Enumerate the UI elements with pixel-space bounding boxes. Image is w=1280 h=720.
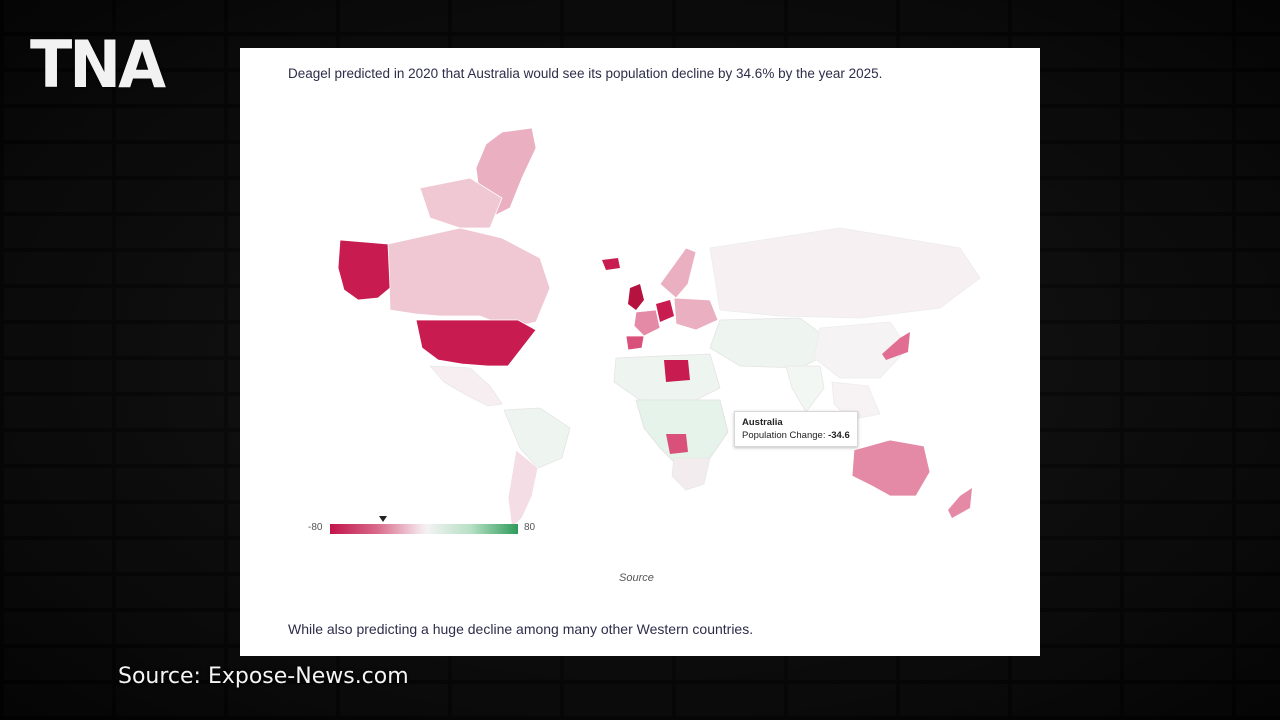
country-argentina[interactable] (507, 449, 539, 529)
legend-value-marker (379, 516, 388, 522)
article-card: Deagel predicted in 2020 that Australia … (240, 48, 1040, 656)
world-choropleth-map (337, 127, 981, 529)
country-se-asia[interactable] (831, 381, 881, 421)
country-france[interactable] (633, 309, 661, 337)
country-southern-africa[interactable] (671, 457, 711, 491)
country-japan[interactable] (882, 332, 910, 360)
country-iceland[interactable] (602, 258, 620, 270)
country-new-zealand[interactable] (948, 488, 972, 518)
color-legend: -80 80 (308, 516, 548, 540)
tooltip-metric-label: Population Change: (742, 430, 826, 441)
legend-gradient-bar (330, 524, 518, 534)
country-usa[interactable] (415, 319, 537, 367)
tna-logo: TNA (30, 26, 166, 103)
country-uk[interactable] (628, 284, 644, 310)
country-tooltip: Australia Population Change: -34.6 (734, 411, 858, 447)
country-russia[interactable] (709, 227, 981, 319)
tooltip-metric-value: -34.6 (828, 430, 850, 441)
article-headline: Deagel predicted in 2020 that Australia … (288, 66, 883, 81)
video-caption: Source: Expose-News.com (118, 664, 409, 689)
tooltip-country-name: Australia (742, 417, 783, 428)
legend-max-label: 80 (524, 522, 536, 533)
country-mexico[interactable] (429, 365, 503, 407)
country-china[interactable] (813, 321, 909, 379)
country-spain[interactable] (625, 335, 645, 351)
country-canada-islands[interactable] (419, 177, 503, 229)
country-canada[interactable] (387, 227, 551, 329)
country-scandinavia[interactable] (659, 247, 697, 299)
country-libya[interactable] (664, 360, 690, 382)
country-brazil[interactable] (503, 407, 571, 469)
article-footer-text: While also predicting a huge decline amo… (288, 621, 754, 637)
tooltip-metric-row: Population Change: -34.6 (742, 429, 850, 442)
country-india[interactable] (785, 365, 825, 413)
country-alaska[interactable] (337, 239, 391, 301)
legend-min-label: -80 (308, 522, 323, 533)
country-germany[interactable] (656, 300, 674, 322)
source-link[interactable]: Source (619, 572, 654, 584)
country-australia[interactable] (851, 439, 931, 497)
country-eastern-europe[interactable] (673, 297, 719, 331)
country-angola[interactable] (666, 434, 688, 454)
